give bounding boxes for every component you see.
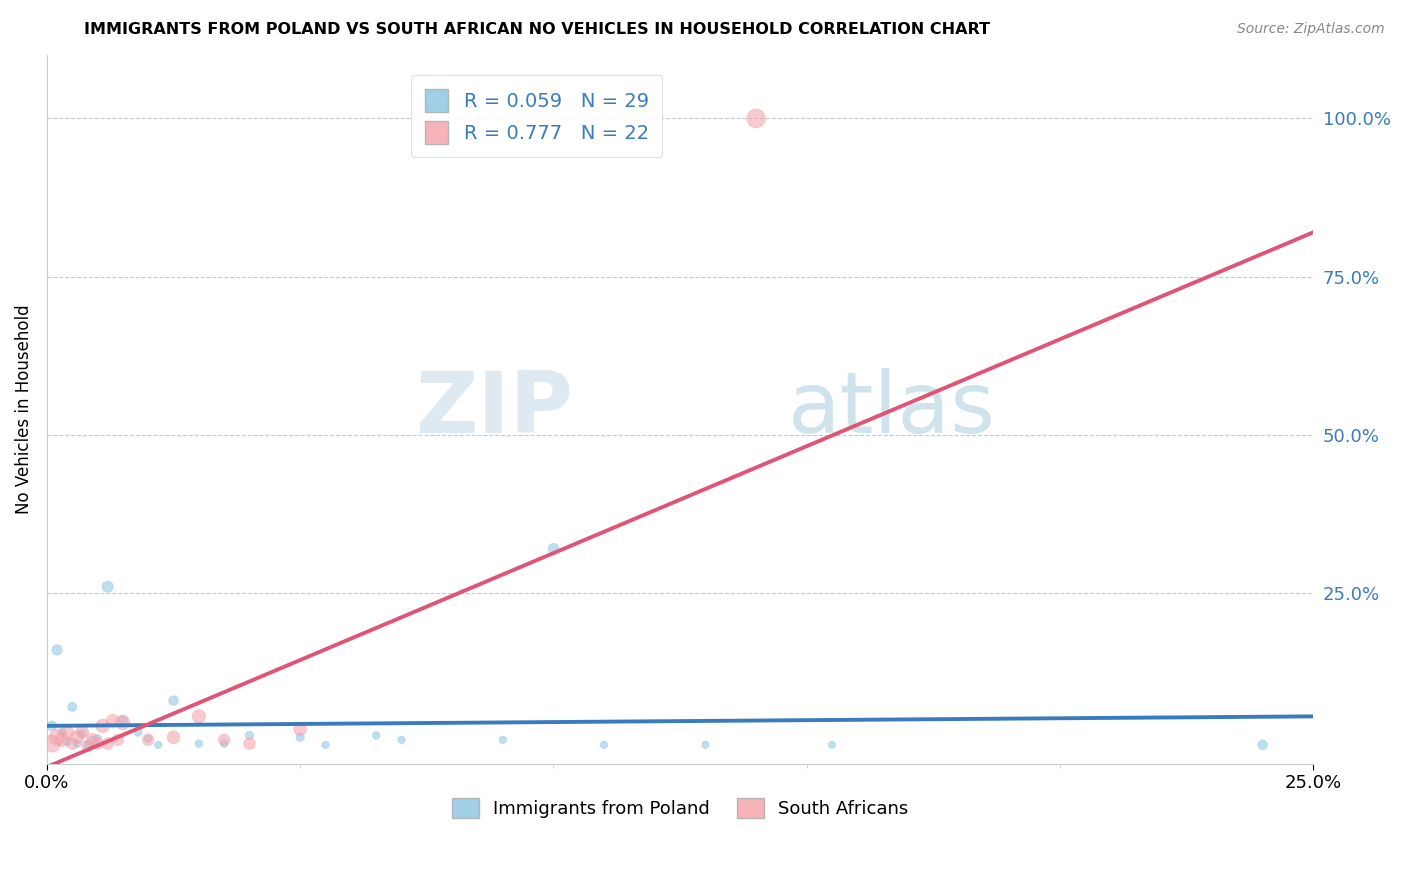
Point — [187, 709, 209, 723]
Point — [56, 725, 79, 739]
Point — [60, 737, 83, 751]
Point — [238, 737, 260, 751]
Point — [60, 699, 83, 714]
Point — [162, 693, 184, 707]
Point — [86, 737, 108, 751]
Point — [72, 726, 94, 740]
Point — [76, 738, 98, 752]
Point — [46, 643, 69, 657]
Point — [51, 732, 73, 747]
Point — [111, 715, 134, 730]
Point — [391, 732, 413, 747]
Text: ZIP: ZIP — [415, 368, 572, 451]
Point — [41, 737, 63, 751]
Point — [91, 719, 114, 733]
Point — [107, 732, 129, 747]
Point — [97, 580, 120, 594]
Point — [111, 713, 134, 727]
Point — [136, 731, 159, 746]
Point — [86, 731, 108, 746]
Text: Source: ZipAtlas.com: Source: ZipAtlas.com — [1237, 22, 1385, 37]
Point — [82, 732, 104, 747]
Point — [162, 731, 184, 745]
Point — [148, 738, 170, 752]
Point — [315, 738, 337, 752]
Point — [288, 731, 311, 745]
Point — [82, 732, 104, 747]
Point — [593, 738, 616, 752]
Point — [72, 725, 94, 739]
Point — [695, 738, 717, 752]
Point — [821, 738, 844, 752]
Point — [1251, 738, 1274, 752]
Y-axis label: No Vehicles in Household: No Vehicles in Household — [15, 305, 32, 515]
Point — [288, 722, 311, 736]
Point — [46, 731, 69, 745]
Text: atlas: atlas — [787, 368, 995, 451]
Point — [212, 737, 235, 751]
Point — [101, 714, 124, 728]
Point — [41, 719, 63, 733]
Point — [66, 731, 89, 745]
Point — [51, 725, 73, 739]
Point — [136, 732, 159, 747]
Point — [238, 728, 260, 742]
Point — [366, 728, 388, 742]
Point — [212, 732, 235, 747]
Point — [187, 737, 209, 751]
Text: IMMIGRANTS FROM POLAND VS SOUTH AFRICAN NO VEHICLES IN HOUSEHOLD CORRELATION CHA: IMMIGRANTS FROM POLAND VS SOUTH AFRICAN … — [84, 22, 990, 37]
Point — [66, 737, 89, 751]
Legend: Immigrants from Poland, South Africans: Immigrants from Poland, South Africans — [444, 790, 915, 826]
Point — [56, 734, 79, 748]
Point — [76, 739, 98, 753]
Point — [97, 737, 120, 751]
Point — [492, 732, 515, 747]
Point — [745, 112, 768, 126]
Point — [127, 725, 149, 739]
Point — [543, 541, 565, 556]
